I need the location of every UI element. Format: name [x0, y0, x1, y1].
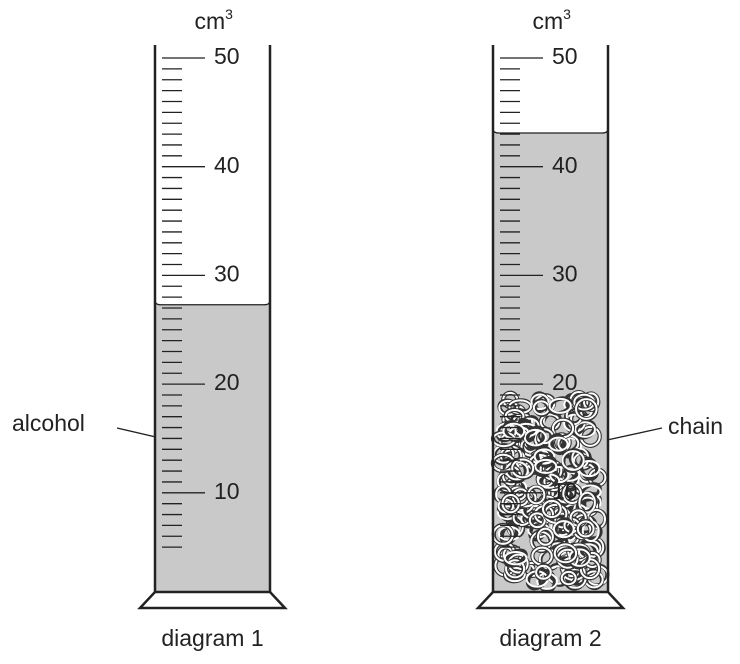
chain-link-inner — [536, 527, 554, 546]
chain-link-inner — [504, 566, 526, 583]
chain-link-inner — [498, 399, 519, 416]
chain-link-inner — [530, 393, 550, 411]
chain-link-inner — [574, 421, 596, 438]
chain-link-inner — [503, 550, 528, 566]
chain-link-inner — [505, 559, 526, 579]
chain-link-inner — [528, 512, 546, 529]
unit-text: cm — [195, 8, 226, 34]
chain-link — [553, 517, 575, 542]
caption: diagram 2 — [499, 625, 601, 651]
scale-label: 10 — [214, 478, 240, 504]
chain-link-inner — [535, 564, 552, 580]
unit-text: cm — [533, 8, 564, 34]
scale-label: 10 — [552, 478, 578, 504]
scale-label: 20 — [552, 369, 578, 395]
chain-link-inner — [534, 458, 558, 474]
caption: diagram 1 — [161, 625, 263, 651]
chain-link-inner — [575, 398, 598, 420]
chain-link — [534, 444, 555, 469]
scale-label: 40 — [214, 152, 240, 178]
chain-link-inner — [561, 450, 585, 471]
chain-link-inner — [560, 570, 577, 586]
chain-link-inner — [548, 397, 572, 414]
chain-link-inner — [511, 458, 535, 479]
chain-link-inner — [578, 491, 596, 514]
chain-link — [578, 456, 600, 481]
chain-link — [568, 545, 591, 570]
chain-link-inner — [548, 436, 569, 452]
chain-link — [525, 567, 549, 591]
chain-link-inner — [523, 428, 547, 447]
chain-link-inner — [562, 483, 583, 504]
chain-link-inner — [541, 499, 562, 519]
cylinder-base — [475, 590, 626, 610]
unit: cm3 — [195, 6, 234, 34]
label: chain — [668, 413, 723, 439]
chain-link-inner — [553, 543, 578, 564]
chain-link-inner — [576, 520, 595, 538]
chain-link — [524, 425, 546, 450]
scale-label: 40 — [552, 152, 578, 178]
scale-label: 20 — [214, 369, 240, 395]
unit-power: 3 — [225, 6, 233, 22]
chain-link-inner — [533, 448, 556, 465]
chain-link-inner — [568, 548, 591, 567]
scale-label: 30 — [552, 260, 578, 286]
scale-label: 30 — [214, 260, 240, 286]
scale-label: 50 — [552, 43, 578, 69]
chain-link — [549, 433, 568, 456]
cylinder-base — [137, 590, 288, 610]
chain-link-inner — [527, 485, 546, 505]
cylinder-wall — [491, 45, 610, 592]
liquid — [154, 300, 271, 593]
chain — [490, 389, 610, 594]
chain-link-inner — [552, 520, 575, 539]
scale-label: 50 — [214, 43, 240, 69]
unit-power: 3 — [563, 6, 571, 22]
cylinder-wall — [153, 45, 272, 592]
unit: cm3 — [533, 6, 572, 34]
label: alcohol — [12, 410, 85, 436]
